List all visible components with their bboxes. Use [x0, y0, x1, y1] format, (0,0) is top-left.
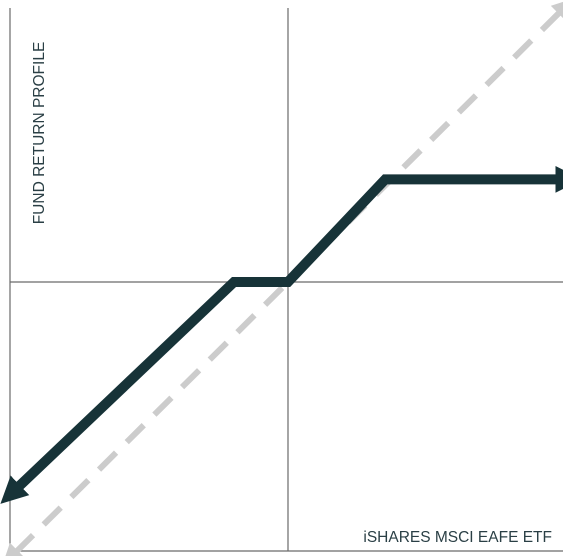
y-axis-label: FUND RETURN PROFILE	[31, 42, 48, 225]
x-axis-label: iSHARES MSCI EAFE ETF	[363, 529, 552, 546]
fund-return-line	[0, 165, 563, 504]
